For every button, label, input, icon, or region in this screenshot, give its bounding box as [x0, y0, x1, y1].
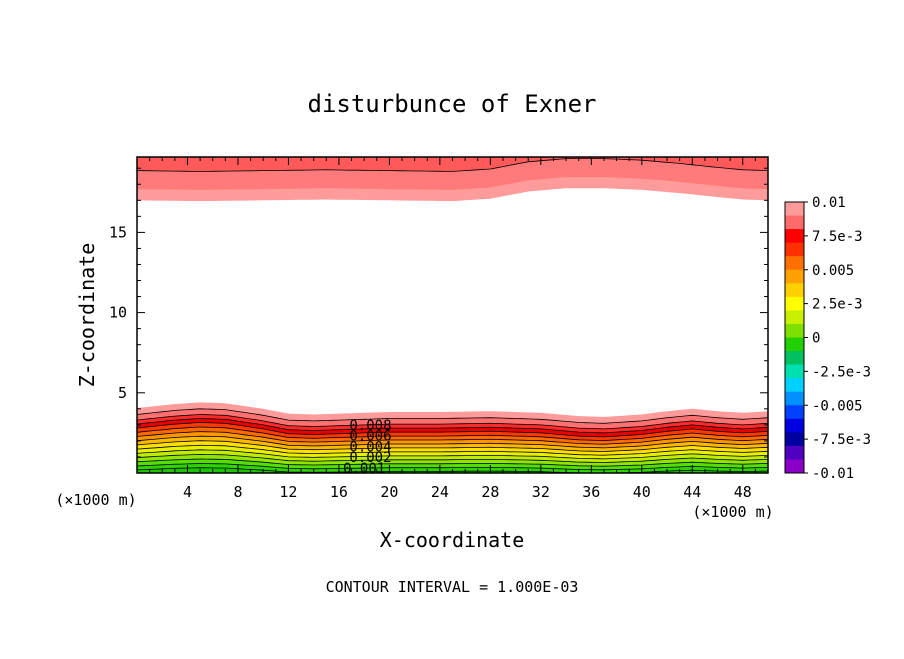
x-tick-label: 4: [183, 483, 192, 501]
colorbar-label: 2.5e-3: [812, 297, 863, 313]
colorbar-label: 7.5e-3: [812, 229, 863, 245]
x-tick-label: 20: [380, 483, 398, 501]
colorbar-label: 0: [812, 331, 820, 347]
colorbar-segment: [785, 364, 804, 379]
colorbar-segment: [785, 459, 804, 474]
contour-line: [137, 418, 768, 434]
x-unit-left: (×1000 m): [55, 491, 136, 509]
colorbar-segment: [785, 445, 804, 460]
contour-label: 0.002: [349, 450, 391, 466]
x-tick-label: 44: [683, 483, 701, 501]
y-tick-label: 5: [118, 384, 127, 402]
colorbar-segment: [785, 229, 804, 244]
colorbar-label: 0.01: [812, 195, 846, 211]
colorbar-label: -2.5e-3: [812, 364, 871, 380]
x-axis-label: X-coordinate: [380, 528, 525, 552]
colorbar-segment: [785, 351, 804, 366]
colorbar-segment: [785, 310, 804, 325]
colorbar-segment: [785, 337, 804, 352]
contour-line: [137, 440, 768, 452]
contour-line: [137, 408, 768, 424]
x-tick-label: 48: [734, 483, 752, 501]
contour-interval-note: CONTOUR INTERVAL = 1.000E-03: [326, 578, 579, 596]
contour-line: [137, 414, 768, 430]
x-axis-ticks: 4 8 12 16 20 24 28 32 36 40 44 48: [149, 157, 756, 501]
contour-line: [137, 435, 768, 449]
contour-line: [137, 158, 768, 172]
contour-band: [137, 157, 768, 172]
x-tick-label: 40: [633, 483, 651, 501]
x-tick-label: 16: [330, 483, 348, 501]
x-tick-label: 8: [233, 483, 242, 501]
colorbar-segment: [785, 391, 804, 406]
colorbar-segment: [785, 256, 804, 271]
x-tick-label: 24: [431, 483, 449, 501]
x-tick-label: 28: [481, 483, 499, 501]
colorbar: 0.01 7.5e-3 0.005 2.5e-3 0 -2.5e-3 -0.005 -7.5e…: [784, 195, 871, 482]
colorbar-label: -7.5e-3: [812, 432, 871, 448]
y-tick-label: 10: [109, 304, 127, 322]
chart-title: disturbunce of Exner: [308, 90, 597, 118]
contour-line: [137, 463, 768, 471]
contour-label: 0.004: [349, 440, 391, 456]
contour-line: [137, 426, 768, 442]
contour-line: [137, 453, 768, 463]
colorbar-segment: [785, 323, 804, 338]
colorbar-segment: [785, 242, 804, 257]
y-tick-label: 15: [109, 223, 127, 241]
x-tick-label: 32: [532, 483, 550, 501]
contour-band: [137, 463, 768, 473]
colorbar-segment: [785, 418, 804, 433]
contour-line: [137, 422, 768, 438]
contour-label: 0.006: [349, 428, 391, 444]
colorbar-segment: [785, 405, 804, 420]
x-tick-label: 12: [279, 483, 297, 501]
colorbar-segment: [785, 378, 804, 393]
contour-line: [137, 444, 768, 456]
contour-line: [137, 458, 768, 467]
colorbar-segment: [785, 296, 804, 311]
x-tick-label: 36: [582, 483, 600, 501]
y-axis-ticks: 5 10 15: [109, 167, 768, 458]
colorbar-segment: [785, 283, 804, 298]
colorbar-label: 0.005: [812, 263, 854, 279]
colorbar-label: -0.005: [812, 398, 863, 414]
contour-line: [137, 449, 768, 460]
colorbar-segment: [785, 269, 804, 284]
colorbar-label: -0.01: [812, 466, 854, 482]
colorbar-segment: [785, 215, 804, 230]
y-axis-label: Z-coordinate: [75, 243, 99, 388]
contour-field: [137, 157, 768, 473]
x-unit-right: (×1000 m): [692, 503, 773, 521]
colorbar-segment: [785, 202, 804, 217]
contour-label: 0.008: [349, 418, 391, 434]
contour-line: [137, 431, 768, 445]
colorbar-segment: [785, 432, 804, 447]
